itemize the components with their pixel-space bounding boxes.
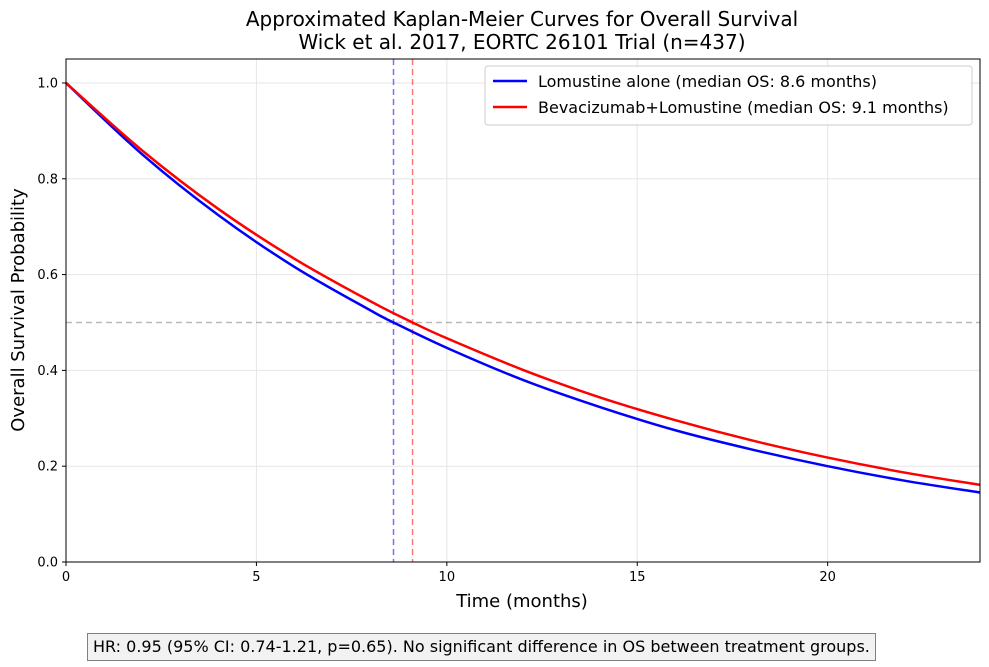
series-lines [65,82,981,494]
legend: Lomustine alone (median OS: 8.6 months) … [484,65,973,126]
y-axis-label: Overall Survival Probability [8,188,29,432]
y-tick-label: 0.4 [37,364,58,379]
ticks: 0 5 10 15 20 0.0 0.2 0.4 0.6 0.8 1.0 [37,76,836,585]
x-axis-label: Time (months) [455,591,588,612]
chart-title-line1: Approximated Kaplan-Meier Curves for Ove… [246,7,798,31]
x-tick-label: 15 [629,570,646,585]
x-tick-label: 0 [62,570,70,585]
x-tick-label: 20 [819,570,836,585]
y-tick-label: 0.8 [37,172,58,187]
legend-box [484,65,973,126]
y-tick-label: 0.2 [37,460,58,475]
y-tick-label: 0.0 [37,556,58,571]
y-tick-label: 0.6 [37,268,58,283]
plot-frame [65,58,981,563]
grid [65,59,980,563]
reference-lines [66,59,980,562]
y-tick-label: 1.0 [37,76,58,91]
x-tick-label: 10 [439,570,456,585]
chart-title-line2: Wick et al. 2017, EORTC 26101 Trial (n=4… [298,30,745,54]
series-line-1 [65,82,981,487]
series-line-0 [65,82,981,494]
footnote: HR: 0.95 (95% CI: 0.74-1.21, p=0.65). No… [87,633,876,661]
x-tick-label: 5 [252,570,260,585]
legend-label-lomustine: Lomustine alone (median OS: 8.6 months) [538,72,877,91]
legend-label-bevacizumab: Bevacizumab+Lomustine (median OS: 9.1 mo… [538,98,949,117]
